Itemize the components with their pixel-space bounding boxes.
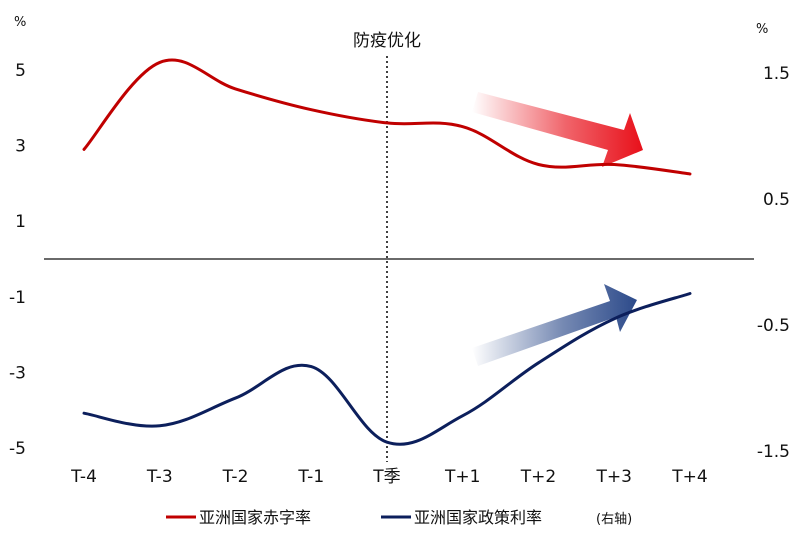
legend-label-policy-rate-suffix: (右轴) <box>596 512 632 527</box>
right-tick-label: 1.5 <box>763 64 790 84</box>
left-tick-label: -1 <box>9 288 26 308</box>
x-tick-label: T+3 <box>596 467 632 487</box>
right-tick-label: -1.5 <box>757 442 790 462</box>
left-axis-ticks: 5 3 1 -1 -3 -5 <box>9 61 26 459</box>
left-tick-label: -5 <box>9 439 26 459</box>
x-tick-label: T-2 <box>222 467 249 487</box>
x-tick-label: T-3 <box>146 467 173 487</box>
left-tick-label: -3 <box>9 363 26 383</box>
right-axis-unit: % <box>756 22 768 37</box>
trend-arrow-up <box>472 284 637 366</box>
x-tick-label: T季 <box>372 467 400 487</box>
left-axis-unit: % <box>14 15 26 30</box>
right-tick-label: 0.5 <box>763 190 790 210</box>
series-line-policy-rate <box>82 292 692 446</box>
annotation-label: 防疫优化 <box>353 31 421 51</box>
x-tick-label: T-4 <box>70 467 97 487</box>
left-tick-label: 3 <box>15 137 26 157</box>
right-tick-label: -0.5 <box>757 316 790 336</box>
left-tick-label: 5 <box>15 61 26 81</box>
legend: 亚洲国家赤字率 亚洲国家政策利率 (右轴) <box>166 508 632 527</box>
series-line-deficit <box>82 58 692 176</box>
left-tick-label: 1 <box>15 212 26 232</box>
x-tick-label: T+4 <box>671 467 707 487</box>
right-axis-ticks: 1.5 0.5 -0.5 -1.5 <box>757 64 790 462</box>
legend-label-policy-rate: 亚洲国家政策利率 <box>414 508 542 527</box>
trend-arrow-down <box>472 92 643 167</box>
x-axis-ticks: T-4 T-3 T-2 T-1 T季 T+1 T+2 T+3 T+4 <box>70 467 708 487</box>
x-tick-label: T-1 <box>297 467 324 487</box>
x-tick-label: T+1 <box>444 467 480 487</box>
x-tick-label: T+2 <box>520 467 556 487</box>
legend-label-deficit: 亚洲国家赤字率 <box>199 508 311 527</box>
